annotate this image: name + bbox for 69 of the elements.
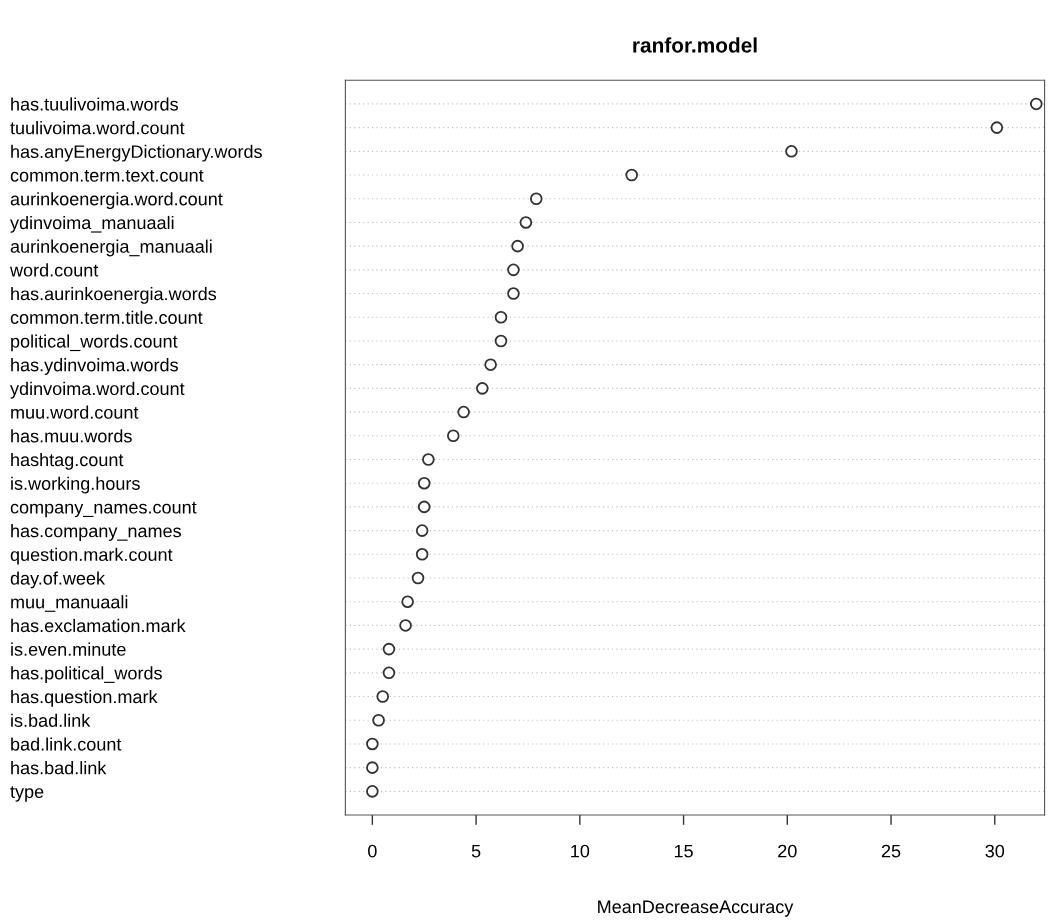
point — [1029, 97, 1043, 111]
y-tick-label: ydinvoima.word.count — [10, 381, 185, 399]
point — [415, 548, 429, 561]
x-axis-title: MeanDecreaseAccuracy — [598, 900, 794, 917]
x-tick-label: 20 — [778, 844, 797, 858]
y-tick-label: has.anyEnergyDictionary.words — [11, 144, 262, 162]
y-tick-label: muu_manuaali — [11, 595, 128, 612]
x-tick-label: 30 — [985, 844, 1005, 858]
point — [411, 571, 425, 585]
y-tick-label: aurinkoenergia.word.count — [10, 192, 223, 210]
y-tick-label: common.term.title.count — [10, 310, 203, 324]
point — [511, 239, 524, 253]
y-tick-label: aurinkoenergia_manuaali — [10, 239, 212, 257]
y-tick-label: has.exclamation.mark — [11, 618, 186, 633]
point — [382, 666, 396, 680]
y-tick-label: question.mark.count — [10, 547, 173, 565]
y-tick-label: has.tuulivoima.words — [11, 97, 178, 111]
point — [376, 690, 390, 703]
y-tick-label: has.political_words — [11, 666, 162, 684]
point — [529, 192, 543, 206]
y-tick-label: day.of.week — [10, 571, 106, 589]
point — [417, 476, 431, 490]
x-tick-label: 25 — [881, 844, 901, 858]
y-tick-label: has.ydinvoima.words — [11, 358, 178, 375]
y-tick-label: bad.link.count — [11, 737, 122, 751]
y-tick-label: ydinvoima_manuaali — [10, 215, 174, 233]
y-tick-label: muu.word.count — [11, 405, 139, 419]
point — [785, 145, 798, 158]
point — [366, 761, 379, 774]
y-tick-label: tuulivoima.word.count — [10, 121, 185, 135]
point — [366, 785, 379, 798]
x-tick-label: 0 — [368, 844, 377, 858]
y-tick-label: has.bad.link — [11, 761, 107, 775]
point — [484, 358, 497, 371]
point — [507, 287, 520, 300]
y-tick-label: has.muu.words — [11, 429, 132, 443]
chart-title: ranfor.model — [633, 37, 757, 53]
y-tick-label: is.working.hours — [11, 476, 140, 494]
point — [372, 713, 385, 727]
point — [494, 310, 508, 324]
point — [519, 216, 533, 229]
point — [990, 121, 1004, 134]
y-tick-label: common.term.text.count — [10, 169, 204, 182]
point — [494, 334, 508, 348]
point — [625, 168, 638, 182]
y-tick-label: is.bad.link — [11, 713, 91, 727]
point — [417, 500, 431, 514]
x-tick-label: 10 — [571, 844, 590, 858]
y-tick-label: hashtag.count — [11, 452, 124, 470]
point — [422, 453, 435, 466]
point — [399, 619, 412, 632]
y-tick-label: has.company_names — [11, 524, 181, 541]
y-tick-label: type — [10, 786, 44, 802]
point — [401, 595, 414, 608]
point — [382, 642, 396, 656]
y-tick-label: company_names.count — [10, 501, 197, 518]
y-tick-label: has.question.mark — [11, 689, 158, 707]
point — [457, 405, 470, 419]
y-tick-label: word.count — [9, 263, 99, 277]
point — [446, 429, 460, 443]
y-tick-label: is.even.minute — [11, 642, 126, 656]
point — [476, 382, 489, 395]
x-tick-label: 15 — [674, 844, 693, 858]
y-tick-label: political_words.count — [11, 334, 178, 352]
y-tick-label: has.aurinkoenergia.words — [11, 287, 217, 304]
point — [507, 263, 520, 277]
point — [415, 524, 429, 537]
x-tick-label: 5 — [471, 844, 481, 858]
point — [366, 737, 379, 751]
